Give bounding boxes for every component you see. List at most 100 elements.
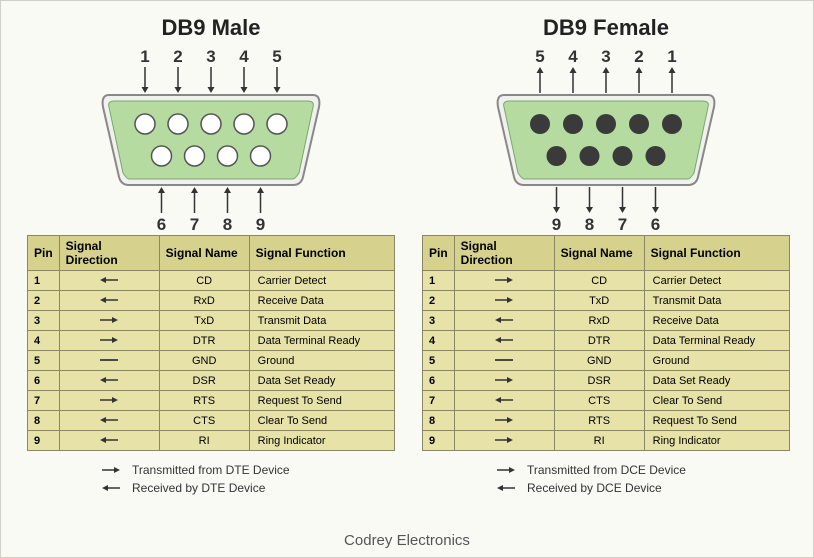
- cell-direction: [454, 391, 554, 411]
- table-row: 2 RxD Receive Data: [28, 291, 395, 311]
- cell-pin: 2: [423, 291, 455, 311]
- table-row: 7 RTS Request To Send: [28, 391, 395, 411]
- cell-pin: 6: [423, 371, 455, 391]
- table-row: 1 CD Carrier Detect: [423, 271, 790, 291]
- cell-signal-name: RxD: [554, 311, 644, 331]
- cell-pin: 7: [423, 391, 455, 411]
- cell-signal-function: Carrier Detect: [249, 271, 394, 291]
- cell-pin: 6: [28, 371, 60, 391]
- cell-direction: [59, 371, 159, 391]
- cell-signal-function: Ring Indicator: [644, 431, 789, 451]
- cell-direction: [59, 331, 159, 351]
- cell-signal-function: Data Set Ready: [249, 371, 394, 391]
- cell-signal-name: CTS: [159, 411, 249, 431]
- pinout-table: PinSignal DirectionSignal NameSignal Fun…: [422, 235, 790, 451]
- cell-direction: [454, 311, 554, 331]
- pin-label: 9: [547, 215, 567, 235]
- cell-pin: 8: [423, 411, 455, 431]
- table-header: Signal Direction: [59, 236, 159, 271]
- table-row: 3 RxD Receive Data: [423, 311, 790, 331]
- connector-diagram: 123456789: [16, 45, 406, 235]
- table-header: Signal Function: [249, 236, 394, 271]
- cell-signal-name: CD: [159, 271, 249, 291]
- cell-pin: 3: [423, 311, 455, 331]
- cell-signal-function: Receive Data: [644, 311, 789, 331]
- panel-left: DB9 Male 123456789 PinSignal DirectionSi…: [16, 1, 406, 497]
- cell-signal-name: CTS: [554, 391, 644, 411]
- legend-row: Received by DTE Device: [96, 479, 406, 497]
- pin-label: 4: [234, 47, 254, 67]
- table-row: 6 DSR Data Set Ready: [28, 371, 395, 391]
- cell-signal-function: Request To Send: [644, 411, 789, 431]
- table-row: 5 GND Ground: [423, 351, 790, 371]
- cell-signal-name: CD: [554, 271, 644, 291]
- cell-direction: [454, 411, 554, 431]
- cell-signal-name: TxD: [159, 311, 249, 331]
- cell-signal-function: Ring Indicator: [249, 431, 394, 451]
- table-row: 8 RTS Request To Send: [423, 411, 790, 431]
- pin-label: 8: [580, 215, 600, 235]
- cell-pin: 4: [28, 331, 60, 351]
- cell-pin: 9: [28, 431, 60, 451]
- cell-signal-function: Data Set Ready: [644, 371, 789, 391]
- cell-direction: [59, 391, 159, 411]
- cell-signal-name: GND: [554, 351, 644, 371]
- cell-signal-function: Data Terminal Ready: [644, 331, 789, 351]
- cell-signal-function: Clear To Send: [249, 411, 394, 431]
- pin-label: 3: [201, 47, 221, 67]
- pin-label: 5: [267, 47, 287, 67]
- cell-direction: [454, 271, 554, 291]
- pin-label: 1: [135, 47, 155, 67]
- legend-text: Received by DTE Device: [132, 479, 265, 497]
- cell-signal-name: RI: [159, 431, 249, 451]
- cell-direction: [454, 431, 554, 451]
- table-row: 5 GND Ground: [28, 351, 395, 371]
- table-row: 8 CTS Clear To Send: [28, 411, 395, 431]
- cell-direction: [454, 371, 554, 391]
- pinout-table: PinSignal DirectionSignal NameSignal Fun…: [27, 235, 395, 451]
- cell-signal-name: DSR: [159, 371, 249, 391]
- pin-label: 3: [596, 47, 616, 67]
- table-header: Signal Direction: [454, 236, 554, 271]
- cell-pin: 3: [28, 311, 60, 331]
- cell-signal-name: GND: [159, 351, 249, 371]
- cell-direction: [59, 311, 159, 331]
- cell-direction: [454, 351, 554, 371]
- legend-text: Transmitted from DTE Device: [132, 461, 290, 479]
- cell-signal-function: Ground: [249, 351, 394, 371]
- cell-signal-name: RTS: [554, 411, 644, 431]
- cell-direction: [59, 291, 159, 311]
- pin-label: 5: [530, 47, 550, 67]
- cell-direction: [59, 271, 159, 291]
- pin-label: 7: [613, 215, 633, 235]
- cell-direction: [59, 411, 159, 431]
- cell-signal-name: DSR: [554, 371, 644, 391]
- cell-direction: [59, 431, 159, 451]
- cell-pin: 7: [28, 391, 60, 411]
- legend-text: Transmitted from DCE Device: [527, 461, 686, 479]
- table-row: 4 DTR Data Terminal Ready: [423, 331, 790, 351]
- pin-label: 8: [218, 215, 238, 235]
- cell-signal-function: Transmit Data: [644, 291, 789, 311]
- legend-row: Received by DCE Device: [491, 479, 801, 497]
- table-row: 9 RI Ring Indicator: [28, 431, 395, 451]
- table-row: 2 TxD Transmit Data: [423, 291, 790, 311]
- pin-label: 2: [168, 47, 188, 67]
- legend-row: Transmitted from DTE Device: [96, 461, 406, 479]
- pin-label: 1: [662, 47, 682, 67]
- cell-signal-function: Request To Send: [249, 391, 394, 411]
- cell-pin: 4: [423, 331, 455, 351]
- cell-pin: 5: [423, 351, 455, 371]
- cell-pin: 1: [423, 271, 455, 291]
- cell-signal-function: Data Terminal Ready: [249, 331, 394, 351]
- pin-label: 4: [563, 47, 583, 67]
- cell-signal-name: TxD: [554, 291, 644, 311]
- panel-title: DB9 Male: [16, 15, 406, 41]
- table-row: 3 TxD Transmit Data: [28, 311, 395, 331]
- cell-direction: [59, 351, 159, 371]
- cell-signal-function: Carrier Detect: [644, 271, 789, 291]
- panel-title: DB9 Female: [411, 15, 801, 41]
- cell-signal-name: RTS: [159, 391, 249, 411]
- table-header: Pin: [423, 236, 455, 271]
- panel-right: DB9 Female 543219876 PinSignal Direction…: [411, 1, 801, 497]
